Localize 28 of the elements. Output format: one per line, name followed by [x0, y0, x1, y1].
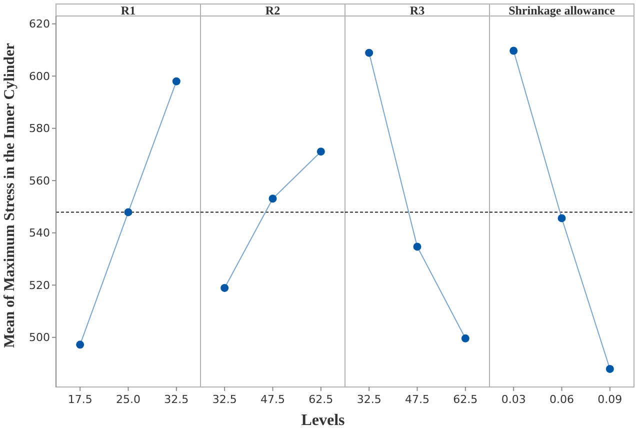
- y-tick-label: 500: [29, 331, 50, 344]
- point: [172, 77, 180, 86]
- x-tick-label: 32.5: [212, 393, 237, 406]
- chart-title: Shrinkage allowance: [508, 4, 616, 18]
- x-tick-label: 32.5: [164, 393, 189, 406]
- x-tick-label: 0.09: [598, 393, 622, 406]
- x-axis-title: Levels: [301, 412, 345, 429]
- y-tick-label: 620: [29, 18, 50, 31]
- y-tick-label: 520: [29, 278, 50, 292]
- x-tick-label: 32.5: [356, 393, 382, 406]
- y-tick-label: 560: [29, 174, 50, 188]
- x-tick-label: 0.06: [550, 393, 574, 406]
- x-tick-label: 0.03: [501, 393, 526, 406]
- x-tick-label: 17.5: [68, 393, 92, 406]
- y-tick-label: 600: [29, 70, 50, 83]
- x-tick-label: 62.5: [453, 393, 478, 406]
- chart-title: R2: [265, 4, 280, 18]
- x-tick-label: 25.0: [116, 393, 140, 406]
- point: [124, 208, 132, 216]
- x-tick-label: 47.5: [405, 393, 430, 406]
- y-axis-title: Mean of Maximum Stress in the Inner Cylinder: [2, 42, 18, 348]
- chart-title: R3: [410, 4, 425, 18]
- y-tick-label: 580: [29, 122, 50, 136]
- x-tick-label: 47.5: [260, 393, 285, 406]
- y-tick-label: 540: [29, 226, 50, 240]
- x-tick-label: 62.5: [308, 393, 334, 406]
- chart-title: R1: [120, 4, 136, 18]
- point: [76, 340, 84, 349]
